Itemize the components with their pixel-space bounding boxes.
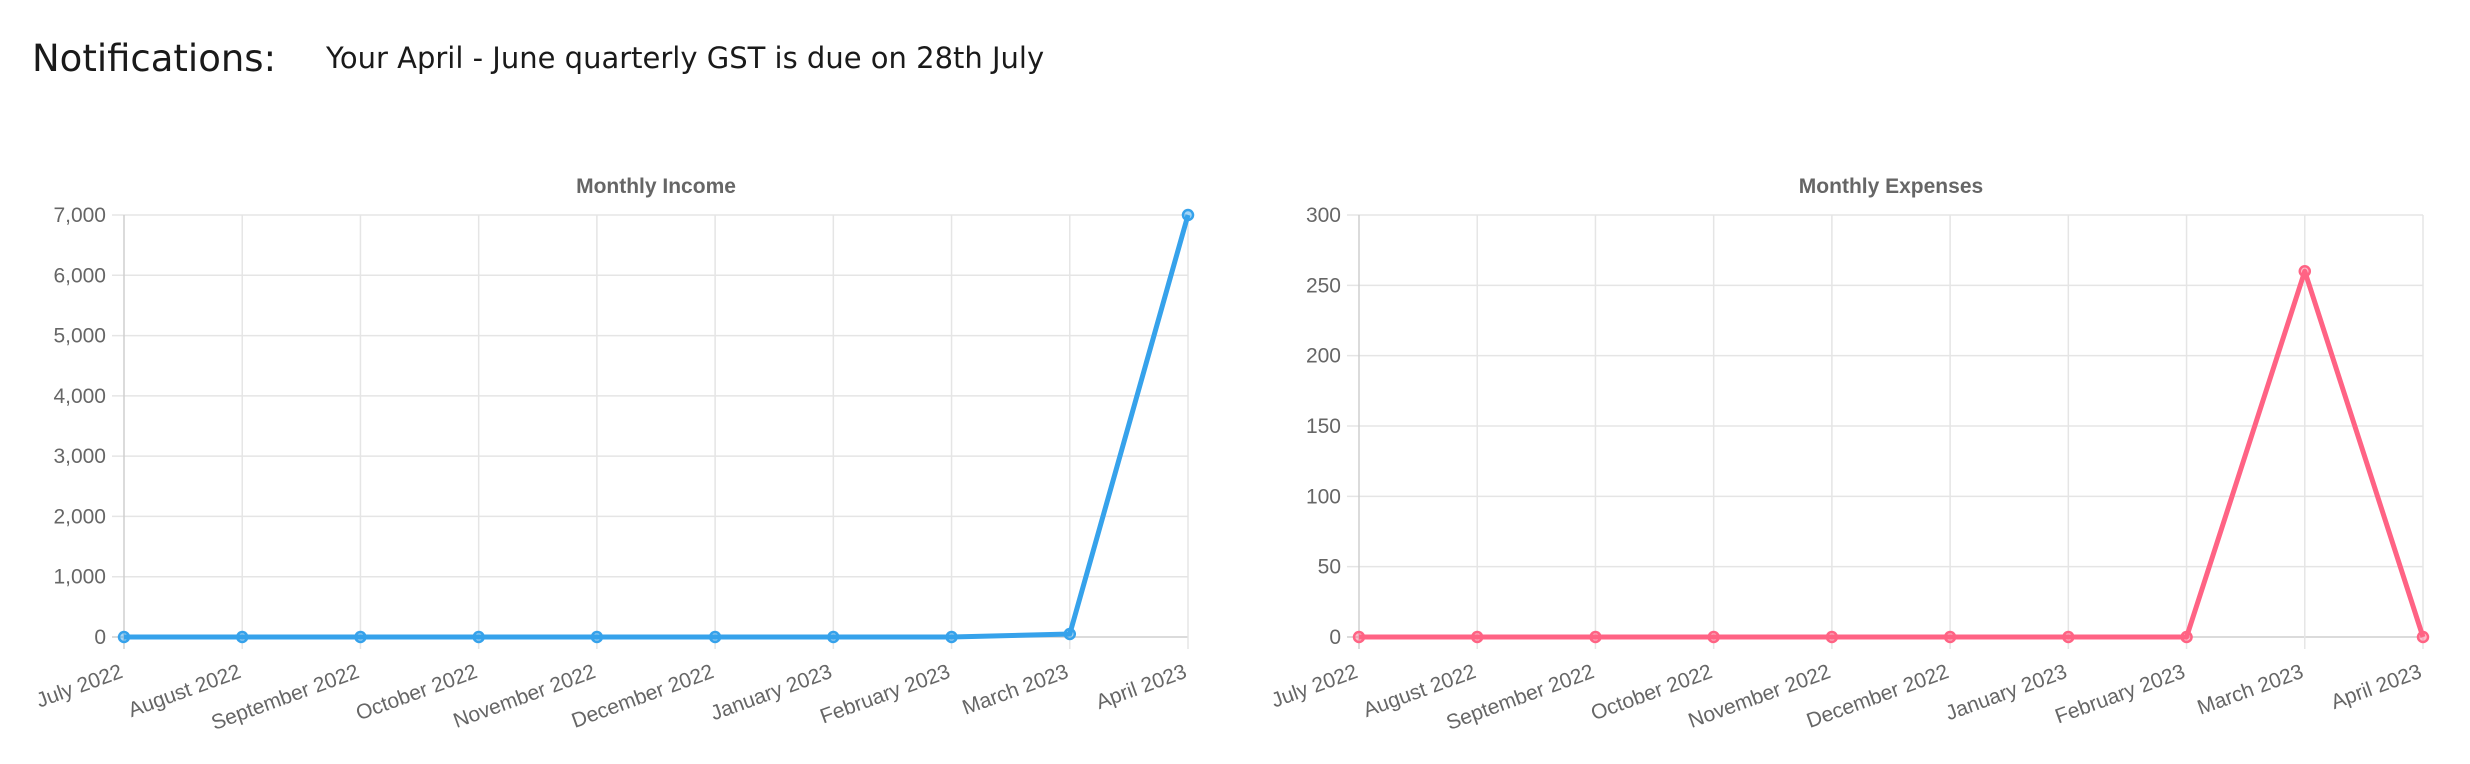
y-tick-label: 7,000	[53, 204, 106, 227]
data-point[interactable]	[2416, 630, 2430, 644]
y-tick-label: 0	[94, 626, 106, 649]
data-point[interactable]	[1470, 630, 1484, 644]
data-point[interactable]	[1352, 630, 1366, 644]
y-tick-label: 300	[1306, 204, 1341, 227]
data-point[interactable]	[1707, 630, 1720, 644]
data-point[interactable]	[1825, 630, 1839, 644]
data-point[interactable]	[1181, 208, 1195, 222]
data-point[interactable]	[1063, 627, 1077, 641]
x-tick-label: February 2023	[2052, 660, 2188, 728]
x-tick-label: April 2023	[1093, 660, 1190, 714]
x-tick-label: March 2023	[2194, 660, 2306, 720]
data-point[interactable]	[235, 630, 249, 644]
y-tick-label: 200	[1306, 345, 1341, 368]
data-point[interactable]	[117, 630, 131, 644]
data-point[interactable]	[354, 630, 367, 644]
monthly-expenses-chart: Monthly Expenses 0 50 100 150 200 250 300 July 2…	[1235, 160, 2435, 760]
x-tick-label: February 2023	[817, 660, 953, 728]
y-tick-label: 0	[1329, 626, 1341, 649]
y-tick-label: 3,000	[53, 445, 106, 468]
y-tick-label: 6,000	[53, 264, 106, 287]
y-tick-label: 50	[1318, 556, 1341, 579]
series-line	[1359, 268, 2426, 640]
y-tick-label: 100	[1306, 485, 1341, 508]
y-tick-label: 250	[1306, 274, 1341, 297]
notification-message: Your April - June quarterly GST is due o…	[326, 41, 1045, 75]
chart-title: Monthly Expenses	[1799, 175, 1983, 198]
data-point[interactable]	[2062, 630, 2075, 644]
series-line	[124, 214, 1191, 640]
x-tick-label: July 2022	[1268, 660, 1360, 712]
y-tick-label: 150	[1306, 415, 1341, 438]
notifications-bar: Notifications: Your April - June quarter…	[32, 28, 1044, 88]
data-point[interactable]	[1589, 630, 1602, 644]
data-point[interactable]	[1943, 630, 1957, 644]
monthly-income-chart-svg: Monthly Income 0 1,000 2,000 3,000 4,000 5,000…	[33, 175, 1195, 735]
y-tick-label: 2,000	[53, 505, 106, 528]
x-tick-label: April 2023	[2328, 660, 2425, 714]
y-tick-label: 1,000	[53, 566, 106, 589]
monthly-income-chart: Monthly Income 0 1,000 2,000 3,000 4,000 5,000…	[0, 160, 1200, 760]
x-tick-label: January 2023	[708, 660, 835, 725]
x-tick-label: March 2023	[959, 660, 1071, 720]
x-tick-label: January 2023	[1943, 660, 2070, 725]
data-point[interactable]	[2298, 265, 2312, 278]
data-point[interactable]	[472, 630, 485, 644]
y-tick-label: 4,000	[53, 385, 106, 408]
data-point[interactable]	[827, 630, 840, 644]
chart-title: Monthly Income	[576, 175, 736, 198]
y-tick-label: 5,000	[53, 325, 106, 348]
x-tick-label: July 2022	[33, 660, 125, 712]
monthly-expenses-chart-svg: Monthly Expenses 0 50 100 150 200 250 300 July 2…	[1268, 175, 2430, 735]
data-point[interactable]	[2180, 630, 2193, 644]
data-point[interactable]	[945, 630, 958, 644]
data-point[interactable]	[708, 630, 722, 644]
notifications-label: Notifications:	[32, 36, 277, 80]
data-point[interactable]	[590, 630, 604, 644]
